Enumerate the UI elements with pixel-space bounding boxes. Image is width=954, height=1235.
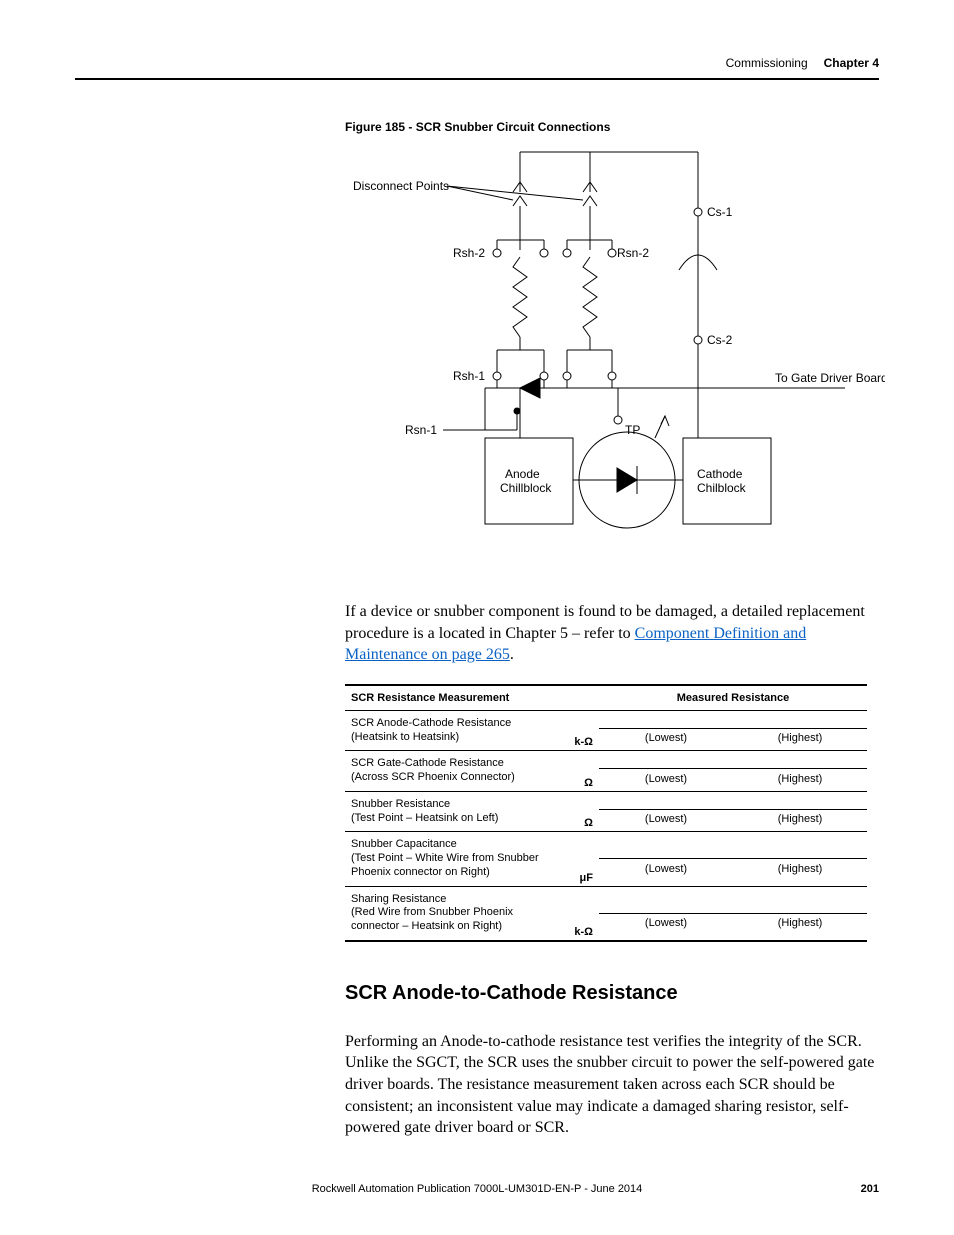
label-gate: To Gate Driver Board — [775, 371, 885, 385]
label-tp: TP — [625, 423, 640, 437]
row4-label: Snubber Capacitance(Test Point – White W… — [345, 832, 555, 886]
paragraph-replacement: If a device or snubber component is foun… — [345, 601, 879, 666]
row1-unit: k-Ω — [555, 710, 599, 751]
label-rsn2: Rsn-2 — [617, 246, 649, 260]
label-rsh1: Rsh-1 — [453, 369, 485, 383]
scr-resistance-table: SCR Resistance Measurement Measured Resi… — [345, 684, 867, 942]
row3-highest: (Highest) — [733, 791, 867, 832]
row2-highest: (Highest) — [733, 751, 867, 792]
label-cs2: Cs-2 — [707, 333, 733, 347]
row2-label: SCR Gate-Cathode Resistance(Across SCR P… — [345, 751, 555, 792]
row3-label: Snubber Resistance(Test Point – Heatsink… — [345, 791, 555, 832]
footer-page-number: 201 — [861, 1183, 879, 1195]
section-heading: SCR Anode-to-Cathode Resistance — [345, 982, 879, 1005]
label-cathode-2: Chilblock — [697, 481, 747, 495]
row4-lowest: (Lowest) — [599, 832, 733, 886]
row1-highest: (Highest) — [733, 710, 867, 751]
row1-lowest: (Lowest) — [599, 710, 733, 751]
row2-unit: Ω — [555, 751, 599, 792]
header-section: Commissioning — [726, 56, 808, 70]
table-head-1: SCR Resistance Measurement — [345, 685, 599, 711]
section-body: Performing an Anode-to-cathode resistanc… — [345, 1031, 879, 1139]
label-rsh2: Rsh-2 — [453, 246, 485, 260]
row5-unit: k-Ω — [555, 886, 599, 941]
row5-highest: (Highest) — [733, 886, 867, 941]
label-disconnect: Disconnect Points — [353, 179, 449, 193]
circuit-diagram: Disconnect Points Rsh-2 Rsn-2 Cs-1 Cs-2 … — [345, 140, 879, 575]
figure-185: Figure 185 - SCR Snubber Circuit Connect… — [345, 120, 879, 575]
label-cathode-1: Cathode — [697, 467, 743, 481]
row4-highest: (Highest) — [733, 832, 867, 886]
page-header: Commissioning Chapter 4 — [75, 56, 879, 80]
table-head-2: Measured Resistance — [599, 685, 867, 711]
header-chapter: Chapter 4 — [824, 56, 879, 70]
row4-unit: μF — [555, 832, 599, 886]
label-rsn1: Rsn-1 — [405, 423, 437, 437]
row2-lowest: (Lowest) — [599, 751, 733, 792]
page: Commissioning Chapter 4 Figure 185 - SCR… — [0, 0, 954, 1235]
row3-lowest: (Lowest) — [599, 791, 733, 832]
figure-caption: Figure 185 - SCR Snubber Circuit Connect… — [345, 120, 879, 134]
label-anode-2: Chillblock — [500, 481, 552, 495]
row5-lowest: (Lowest) — [599, 886, 733, 941]
row5-label: Sharing Resistance(Red Wire from Snubber… — [345, 886, 555, 941]
row3-unit: Ω — [555, 791, 599, 832]
label-anode-1: Anode — [505, 467, 540, 481]
footer-pub: Rockwell Automation Publication 7000L-UM… — [312, 1183, 643, 1195]
para-post: . — [510, 646, 514, 663]
label-cs1: Cs-1 — [707, 205, 733, 219]
page-footer: Rockwell Automation Publication 7000L-UM… — [75, 1183, 879, 1195]
row1-label: SCR Anode-Cathode Resistance(Heatsink to… — [345, 710, 555, 751]
